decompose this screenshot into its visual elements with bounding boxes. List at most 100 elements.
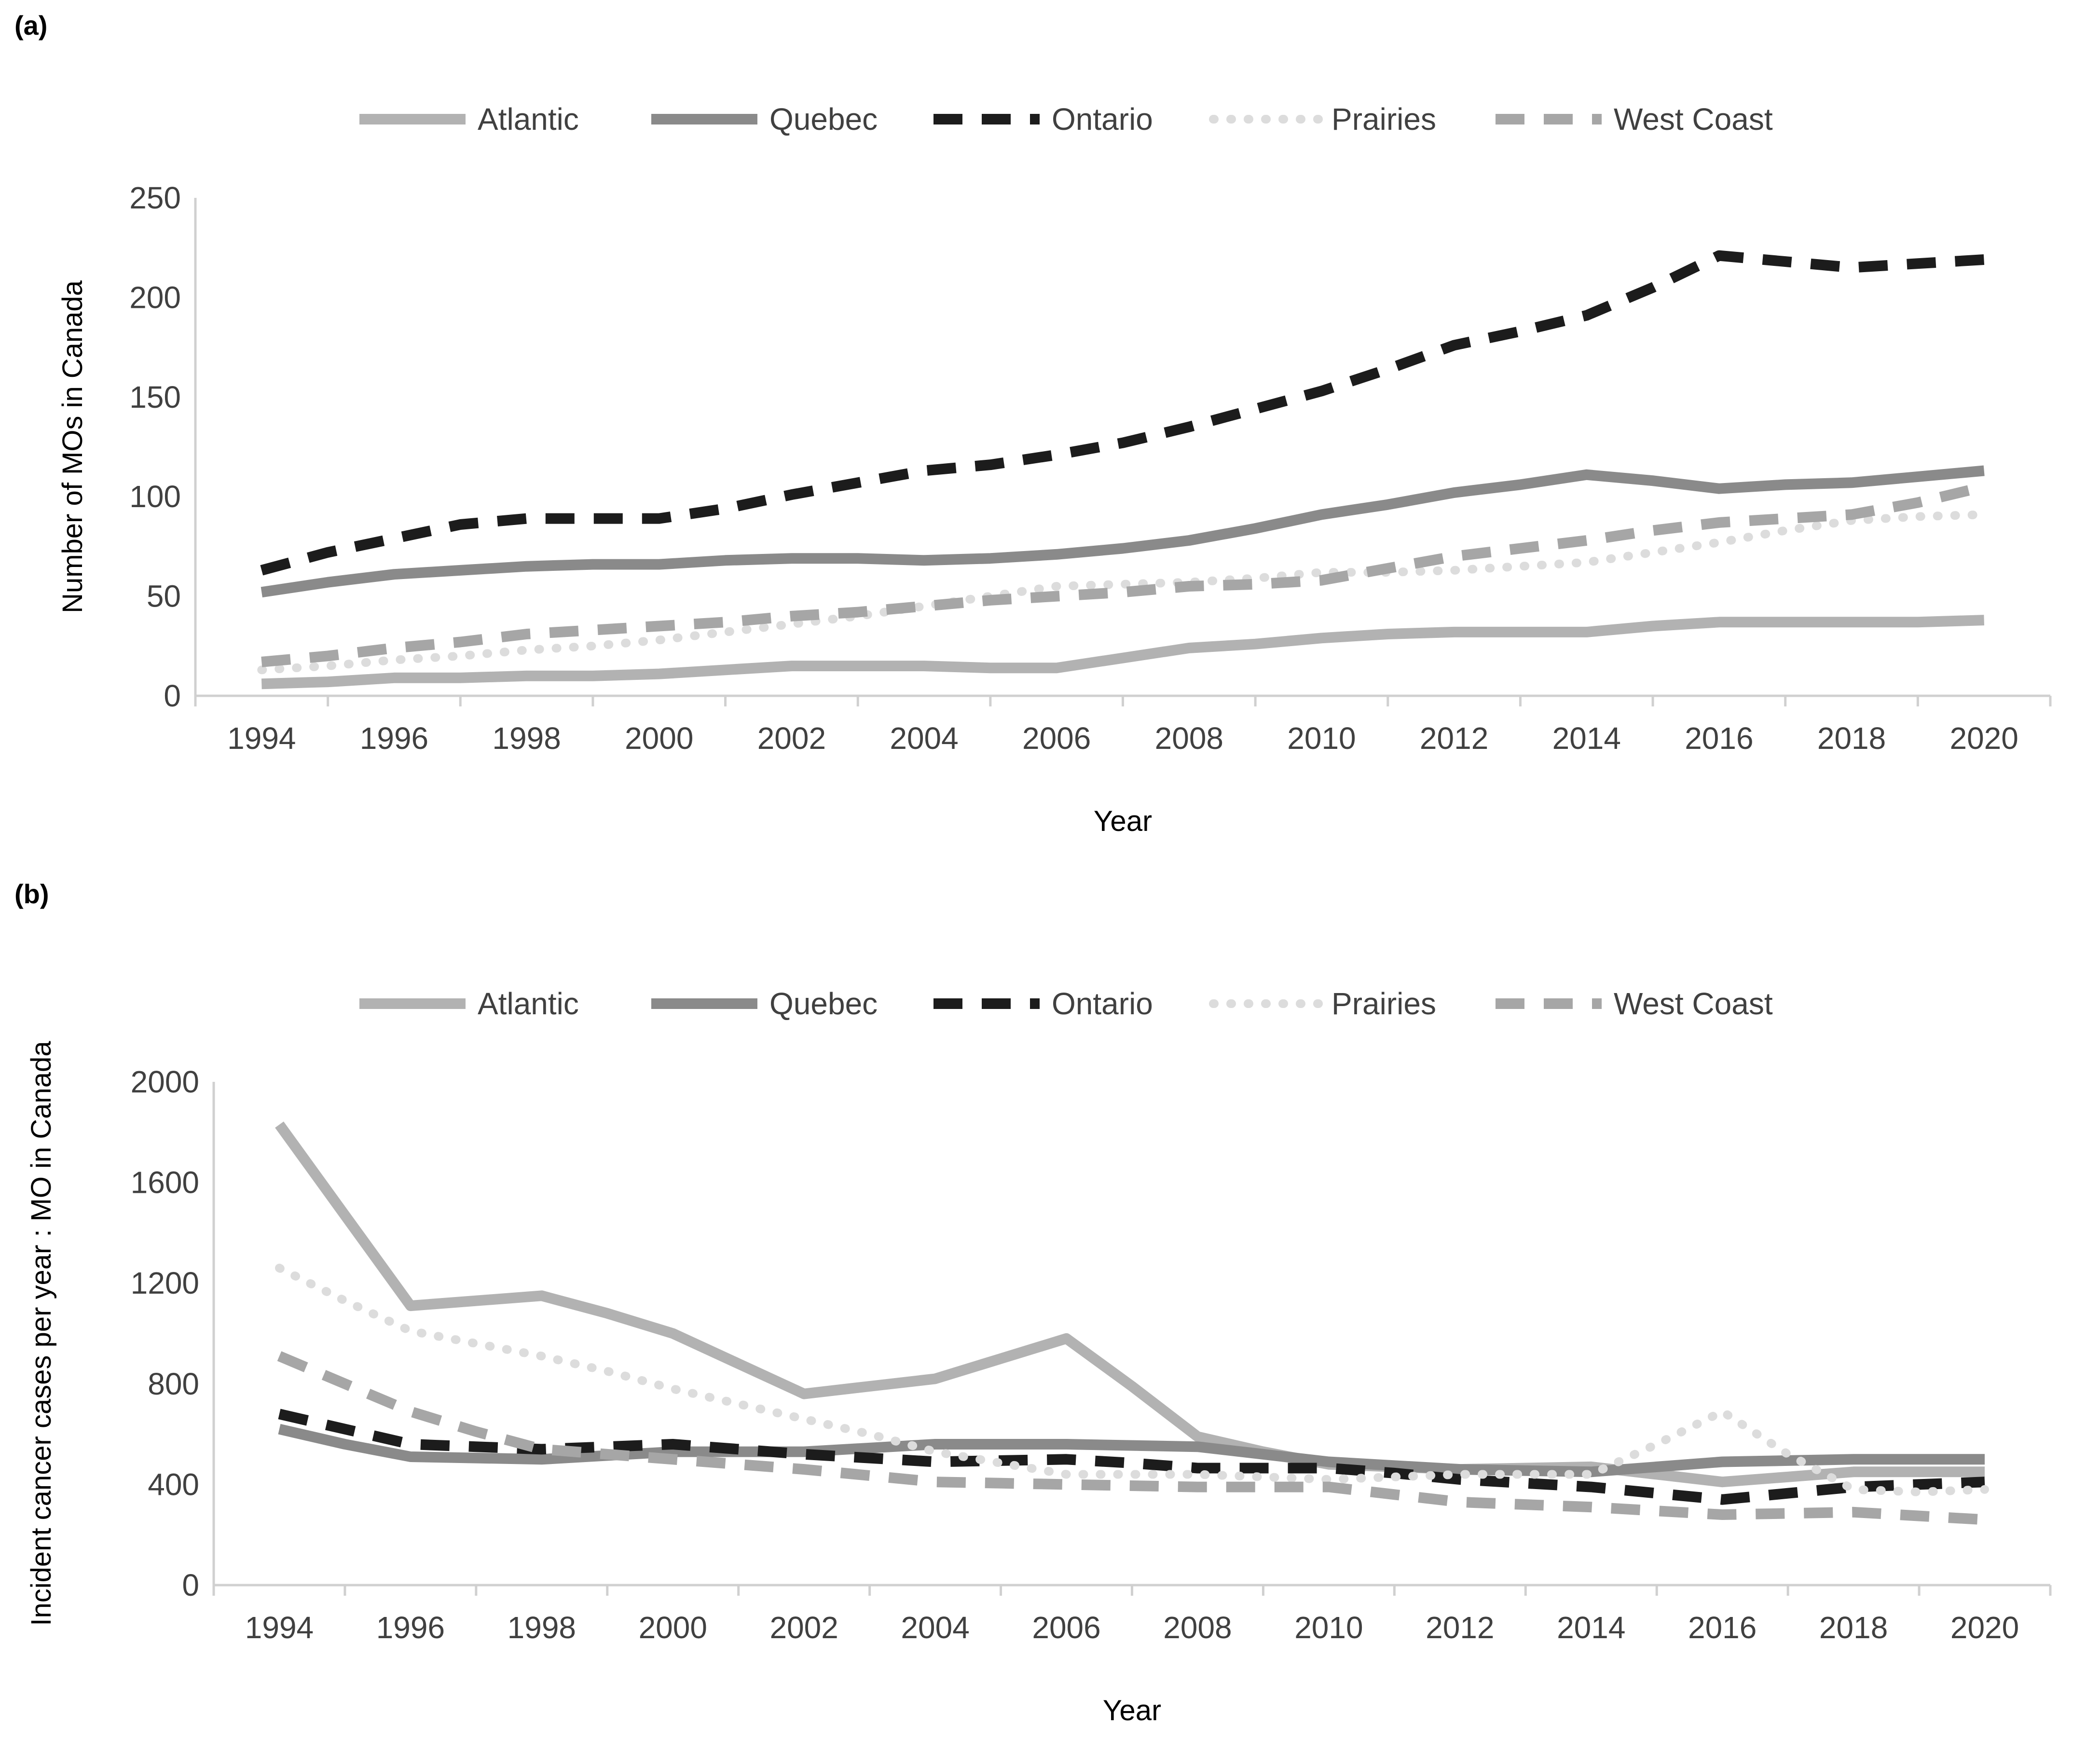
x-tick-label: 2002 — [757, 721, 826, 756]
chart-panel-a: (a) Atlantic Quebec Ontario Prairies West Co… — [0, 0, 2100, 869]
data-point — [935, 1481, 936, 1482]
data-point — [791, 623, 792, 624]
series-ontario — [260, 250, 1985, 576]
series-line-atlantic — [261, 615, 1985, 690]
data-point — [1656, 1493, 1657, 1494]
x-tick-label: 2012 — [1420, 721, 1488, 756]
series-line-prairies — [257, 510, 1989, 675]
y-tick-label: 800 — [148, 1367, 199, 1401]
y-axis-title: Incident cancer cases per year : MO in C… — [26, 1041, 57, 1626]
x-tick-label: 1994 — [245, 1610, 314, 1645]
y-tick-label: 150 — [129, 380, 181, 414]
legend-label: Prairies — [1331, 986, 1436, 1021]
series-west-coast — [261, 481, 1986, 667]
x-tick-label: 2010 — [1287, 721, 1356, 756]
series-line-ontario — [278, 1409, 1985, 1505]
data-point — [526, 518, 527, 519]
series-line-quebec — [278, 1423, 1985, 1478]
data-point — [410, 1411, 411, 1412]
series-line-west-coast — [277, 1351, 1985, 1525]
x-tick-label: 1996 — [376, 1610, 445, 1645]
legend-label: Atlantic — [478, 102, 579, 137]
x-tick-label: 2010 — [1294, 1610, 1363, 1645]
line-chart-b: Atlantic Quebec Ontario Prairies West Coast 0… — [26, 986, 2052, 1726]
data-point — [1586, 562, 1587, 563]
series-quebec — [261, 465, 1985, 598]
legend-label: Prairies — [1331, 102, 1436, 137]
data-point — [1656, 1444, 1657, 1445]
series-line-quebec — [261, 465, 1985, 598]
data-point — [1984, 514, 1985, 515]
y-tick-label: 1200 — [131, 1266, 199, 1300]
x-tick-label: 1998 — [492, 721, 561, 756]
data-point — [1656, 1510, 1657, 1511]
x-tick-label: 2018 — [1819, 1610, 1888, 1645]
y-tick-label: 0 — [182, 1568, 199, 1602]
x-tick-label: 2008 — [1155, 721, 1223, 756]
data-point — [1056, 455, 1057, 456]
data-point — [804, 1419, 805, 1420]
data-point — [1853, 1487, 1854, 1488]
data-point — [410, 1330, 411, 1331]
data-point — [1123, 592, 1124, 593]
legend-item-prairies: Prairies — [1209, 102, 1436, 137]
series-prairies — [275, 1263, 1989, 1496]
data-point — [1132, 1463, 1133, 1464]
series-prairies — [257, 510, 1989, 675]
x-tick-label: 2018 — [1817, 721, 1886, 756]
series-atlantic — [275, 1121, 1985, 1488]
legend-item-atlantic: Atlantic — [359, 102, 579, 137]
data-point — [1652, 552, 1653, 553]
data-point — [410, 1444, 411, 1445]
panel-label-a: (a) — [14, 10, 48, 41]
series-line-prairies — [275, 1263, 1989, 1496]
y-tick-label: 250 — [129, 180, 181, 215]
x-tick-label: 2016 — [1685, 721, 1753, 756]
x-axis-title: Year — [1103, 1694, 1161, 1726]
data-point — [725, 621, 726, 622]
y-tick-label: 0 — [164, 678, 181, 713]
legend-label: Atlantic — [478, 986, 579, 1021]
data-point — [1851, 267, 1852, 268]
data-point — [592, 518, 593, 519]
legend-label: Ontario — [1052, 986, 1153, 1021]
series-ontario — [278, 1409, 1985, 1505]
x-tick-label: 2016 — [1688, 1610, 1757, 1645]
series-line-atlantic — [275, 1121, 1985, 1488]
y-tick-label: 2000 — [131, 1064, 199, 1099]
panel-label-b: (b) — [14, 879, 49, 909]
data-point — [725, 508, 726, 509]
data-point — [1853, 1489, 1854, 1490]
legend-label: Ontario — [1052, 102, 1153, 137]
series-line-ontario — [260, 250, 1985, 576]
data-point — [1984, 1519, 1985, 1520]
data-point — [1984, 486, 1985, 487]
legend-item-atlantic: Atlantic — [359, 986, 579, 1021]
x-tick-label: 1994 — [227, 721, 296, 756]
legend-item-ontario: Ontario — [933, 102, 1153, 137]
legend: Atlantic Quebec Ontario Prairies West Coast — [359, 986, 1773, 1021]
x-tick-label: 2020 — [1949, 721, 2018, 756]
data-point — [738, 1464, 739, 1465]
data-point — [1321, 572, 1322, 573]
data-point — [924, 606, 925, 607]
legend-item-prairies: Prairies — [1209, 986, 1436, 1021]
y-tick-label: 400 — [148, 1467, 199, 1502]
x-tick-label: 2000 — [639, 1610, 707, 1645]
line-chart-a: Atlantic Quebec Ontario Prairies West Coast 0… — [57, 102, 2052, 837]
x-tick-label: 2006 — [1032, 1610, 1100, 1645]
data-point — [1652, 530, 1653, 531]
data-point — [1255, 578, 1256, 579]
data-point — [607, 1446, 608, 1447]
legend-label: West Coast — [1614, 986, 1773, 1021]
data-point — [1255, 409, 1256, 410]
data-point — [1454, 556, 1455, 557]
series-west-coast — [277, 1351, 1985, 1525]
data-point — [1525, 1483, 1526, 1484]
data-point — [869, 1434, 870, 1435]
legend-item-west-coast: West Coast — [1496, 986, 1773, 1021]
data-point — [924, 470, 925, 471]
data-point — [1197, 1474, 1198, 1475]
chart-panel-b: (b) Atlantic Quebec Ontario Prairies West Co… — [0, 869, 2100, 1740]
y-tick-label: 1600 — [131, 1165, 199, 1200]
